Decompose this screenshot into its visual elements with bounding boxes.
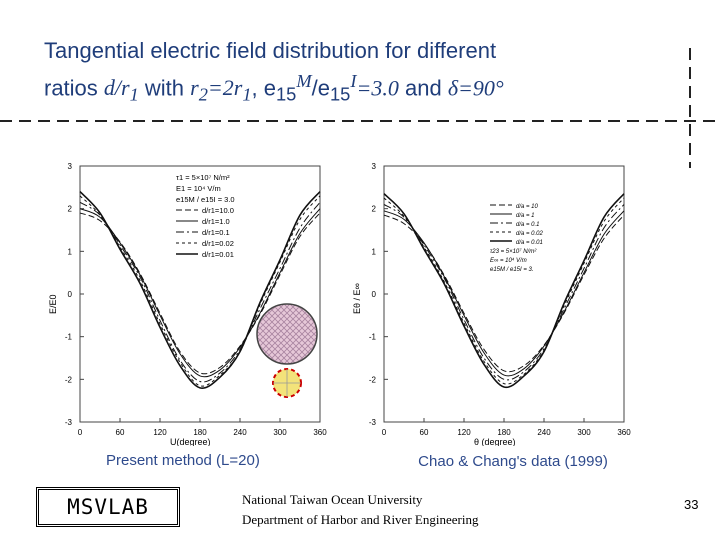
x-tick-label: 360 (617, 428, 631, 437)
y-tick-label: -3 (369, 418, 377, 427)
legend-footer-text: E∞ = 10⁴ V/m (490, 257, 527, 264)
legend-footer-text: τ23 = 5×10⁷ N/m² (490, 248, 537, 255)
series-line (79, 208, 321, 378)
y-tick-label: 1 (372, 247, 377, 256)
legend-header-text: τ1 = 5×10⁷ N/m² (176, 173, 230, 182)
y-tick-label: 3 (68, 162, 73, 171)
title-line-2: ratios d/r1 with r2=2r1, e15M/e15I=3.0 a… (44, 71, 504, 105)
x-tick-label: 240 (537, 428, 551, 437)
legend-label: d/a = 0.01 (516, 240, 543, 246)
legend-label: d/r1=10.0 (202, 206, 234, 215)
x-axis-label: θ (degree) (474, 437, 516, 446)
x-tick-label: 60 (116, 428, 125, 437)
y-tick-label: -1 (65, 333, 73, 342)
caption-present-method: Present method (L=20) (106, 452, 260, 469)
x-tick-label: 180 (497, 428, 511, 437)
y-tick-label: 3 (372, 162, 377, 171)
chart-chao-chang: 0 60 120 180 240 300 360 3 2 1 0 -1 -2 -3 θ (degree) Eθ… (352, 162, 631, 446)
y-tick-label: 2 (68, 205, 73, 214)
x-tick-label: 300 (577, 428, 591, 437)
legend-header-text: E1 = 10⁴ V/m (176, 184, 221, 193)
series-line (79, 195, 321, 387)
y-tick-label: -2 (65, 375, 73, 384)
legend-header-text: e15M / e15I = 3.0 (176, 195, 235, 204)
y-axis-label: E/E0 (48, 294, 58, 314)
title-line-1: Tangential electric field distribution f… (44, 38, 497, 63)
x-tick-label: 120 (457, 428, 471, 437)
series-line (383, 197, 625, 385)
x-tick-label: 60 (420, 428, 429, 437)
inclusion-diagram (256, 303, 318, 398)
caption-chao-chang: Chao & Chang's data (1999) (418, 453, 608, 470)
y-tick-label: -1 (369, 333, 377, 342)
y-tick-label: -2 (369, 375, 377, 384)
series-line (79, 191, 321, 390)
legend-label: d/r1=0.02 (202, 239, 234, 248)
x-tick-label: 300 (273, 428, 287, 437)
legend-label: d/r1=0.1 (202, 228, 230, 237)
y-tick-label: 1 (68, 247, 73, 256)
series-line (79, 201, 321, 383)
legend-label: d/a = 10 (516, 204, 539, 210)
legend-label: d/a = 0.1 (516, 222, 540, 228)
x-tick-label: 0 (382, 428, 387, 437)
legend-label: d/a = 0.02 (516, 231, 544, 237)
university-name: National Taiwan Ocean University (242, 492, 423, 507)
x-tick-label: 360 (313, 428, 327, 437)
y-tick-label: -3 (65, 418, 73, 427)
x-axis-label: U(degree) (170, 437, 211, 446)
y-tick-label: 2 (372, 205, 377, 214)
x-tick-label: 120 (153, 428, 167, 437)
legend-footer-text: e15M / e15I = 3. (490, 267, 534, 273)
footer-affiliation: National Taiwan Ocean University Departm… (242, 490, 478, 530)
y-axis-label: Eθ / E∞ (352, 283, 362, 314)
x-tick-label: 0 (78, 428, 83, 437)
series-line (383, 193, 625, 389)
x-tick-label: 180 (193, 428, 207, 437)
series-line (383, 210, 625, 377)
slide-title: Tangential electric field distribution f… (44, 36, 684, 110)
x-tick-label: 240 (233, 428, 247, 437)
y-tick-label: 0 (68, 290, 73, 299)
y-tick-label: 0 (372, 290, 377, 299)
page-number: 33 (684, 497, 699, 512)
legend-label: d/r1=0.01 (202, 250, 234, 259)
msvlab-logo: MSVLAB (36, 487, 180, 527)
large-inclusion-circle (256, 303, 318, 365)
chart-present-method: 0 60 120 180 240 300 360 3 2 1 0 -1 -2 -3 U(degree) E/E… (48, 162, 327, 446)
department-name: Department of Harbor and River Engineeri… (242, 512, 479, 527)
series-line (383, 203, 625, 381)
legend-label: d/r1=1.0 (202, 217, 230, 226)
legend-label: d/a = 1 (516, 213, 535, 219)
